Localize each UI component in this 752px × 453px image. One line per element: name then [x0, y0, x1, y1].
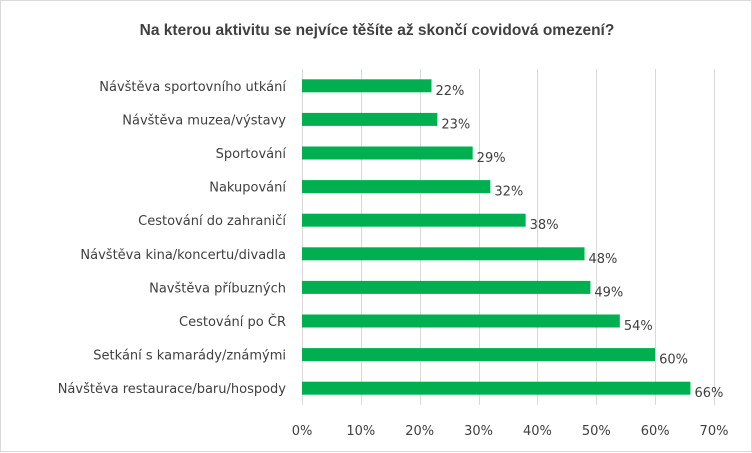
bar — [302, 280, 591, 294]
x-tick-label: 20% — [405, 424, 434, 439]
bar — [302, 314, 620, 328]
data-label: 49% — [594, 285, 623, 300]
bar — [302, 112, 438, 126]
category-label: Návštěva muzea/výstavy — [122, 113, 286, 128]
x-tick-label: 30% — [464, 424, 493, 439]
category-label: Navštěva příbuzných — [149, 281, 286, 296]
data-label: 29% — [477, 151, 506, 166]
chart-title: Na kterou aktivitu se nejvíce těšíte až … — [140, 22, 615, 39]
bar — [302, 79, 432, 93]
bar — [302, 180, 491, 194]
category-label: Návštěva kina/koncertu/divadla — [80, 248, 286, 263]
category-label: Návštěva sportovního utkání — [99, 80, 286, 95]
data-label: 22% — [435, 84, 464, 99]
category-labels: Návštěva sportovního utkání Návštěva muze… — [58, 80, 287, 397]
x-tick-label: 70% — [700, 424, 729, 439]
category-label: Návštěva restaurace/baru/hospody — [58, 382, 287, 397]
x-tick-labels: 0% 10% 20% 30% 40% 50% 60% 70% — [292, 424, 729, 439]
data-label: 23% — [441, 117, 470, 132]
data-label: 32% — [494, 185, 523, 200]
bars — [302, 79, 691, 395]
x-tick-label: 40% — [523, 424, 552, 439]
data-label: 66% — [694, 386, 723, 401]
bar — [302, 247, 585, 261]
category-label: Cestování po ČR — [179, 314, 286, 330]
data-label: 60% — [659, 353, 688, 368]
category-label: Sportování — [216, 147, 287, 162]
x-tick-label: 50% — [582, 424, 611, 439]
category-label: Setkání s kamarády/známými — [93, 349, 286, 364]
bar — [302, 348, 656, 362]
x-tick-label: 10% — [346, 424, 375, 439]
bar — [302, 381, 691, 395]
x-tick-label: 0% — [292, 424, 313, 439]
data-label: 54% — [624, 319, 653, 334]
x-tick-label: 60% — [641, 424, 670, 439]
bar — [302, 146, 473, 160]
data-labels: 22% 23% 29% 32% 38% 48% 49% 54% 60% 66% — [435, 84, 723, 401]
data-label: 38% — [530, 218, 559, 233]
category-label: Cestování do zahraničí — [138, 214, 286, 229]
category-label: Nakupování — [209, 181, 286, 196]
data-label: 48% — [589, 252, 618, 267]
bar — [302, 213, 526, 227]
